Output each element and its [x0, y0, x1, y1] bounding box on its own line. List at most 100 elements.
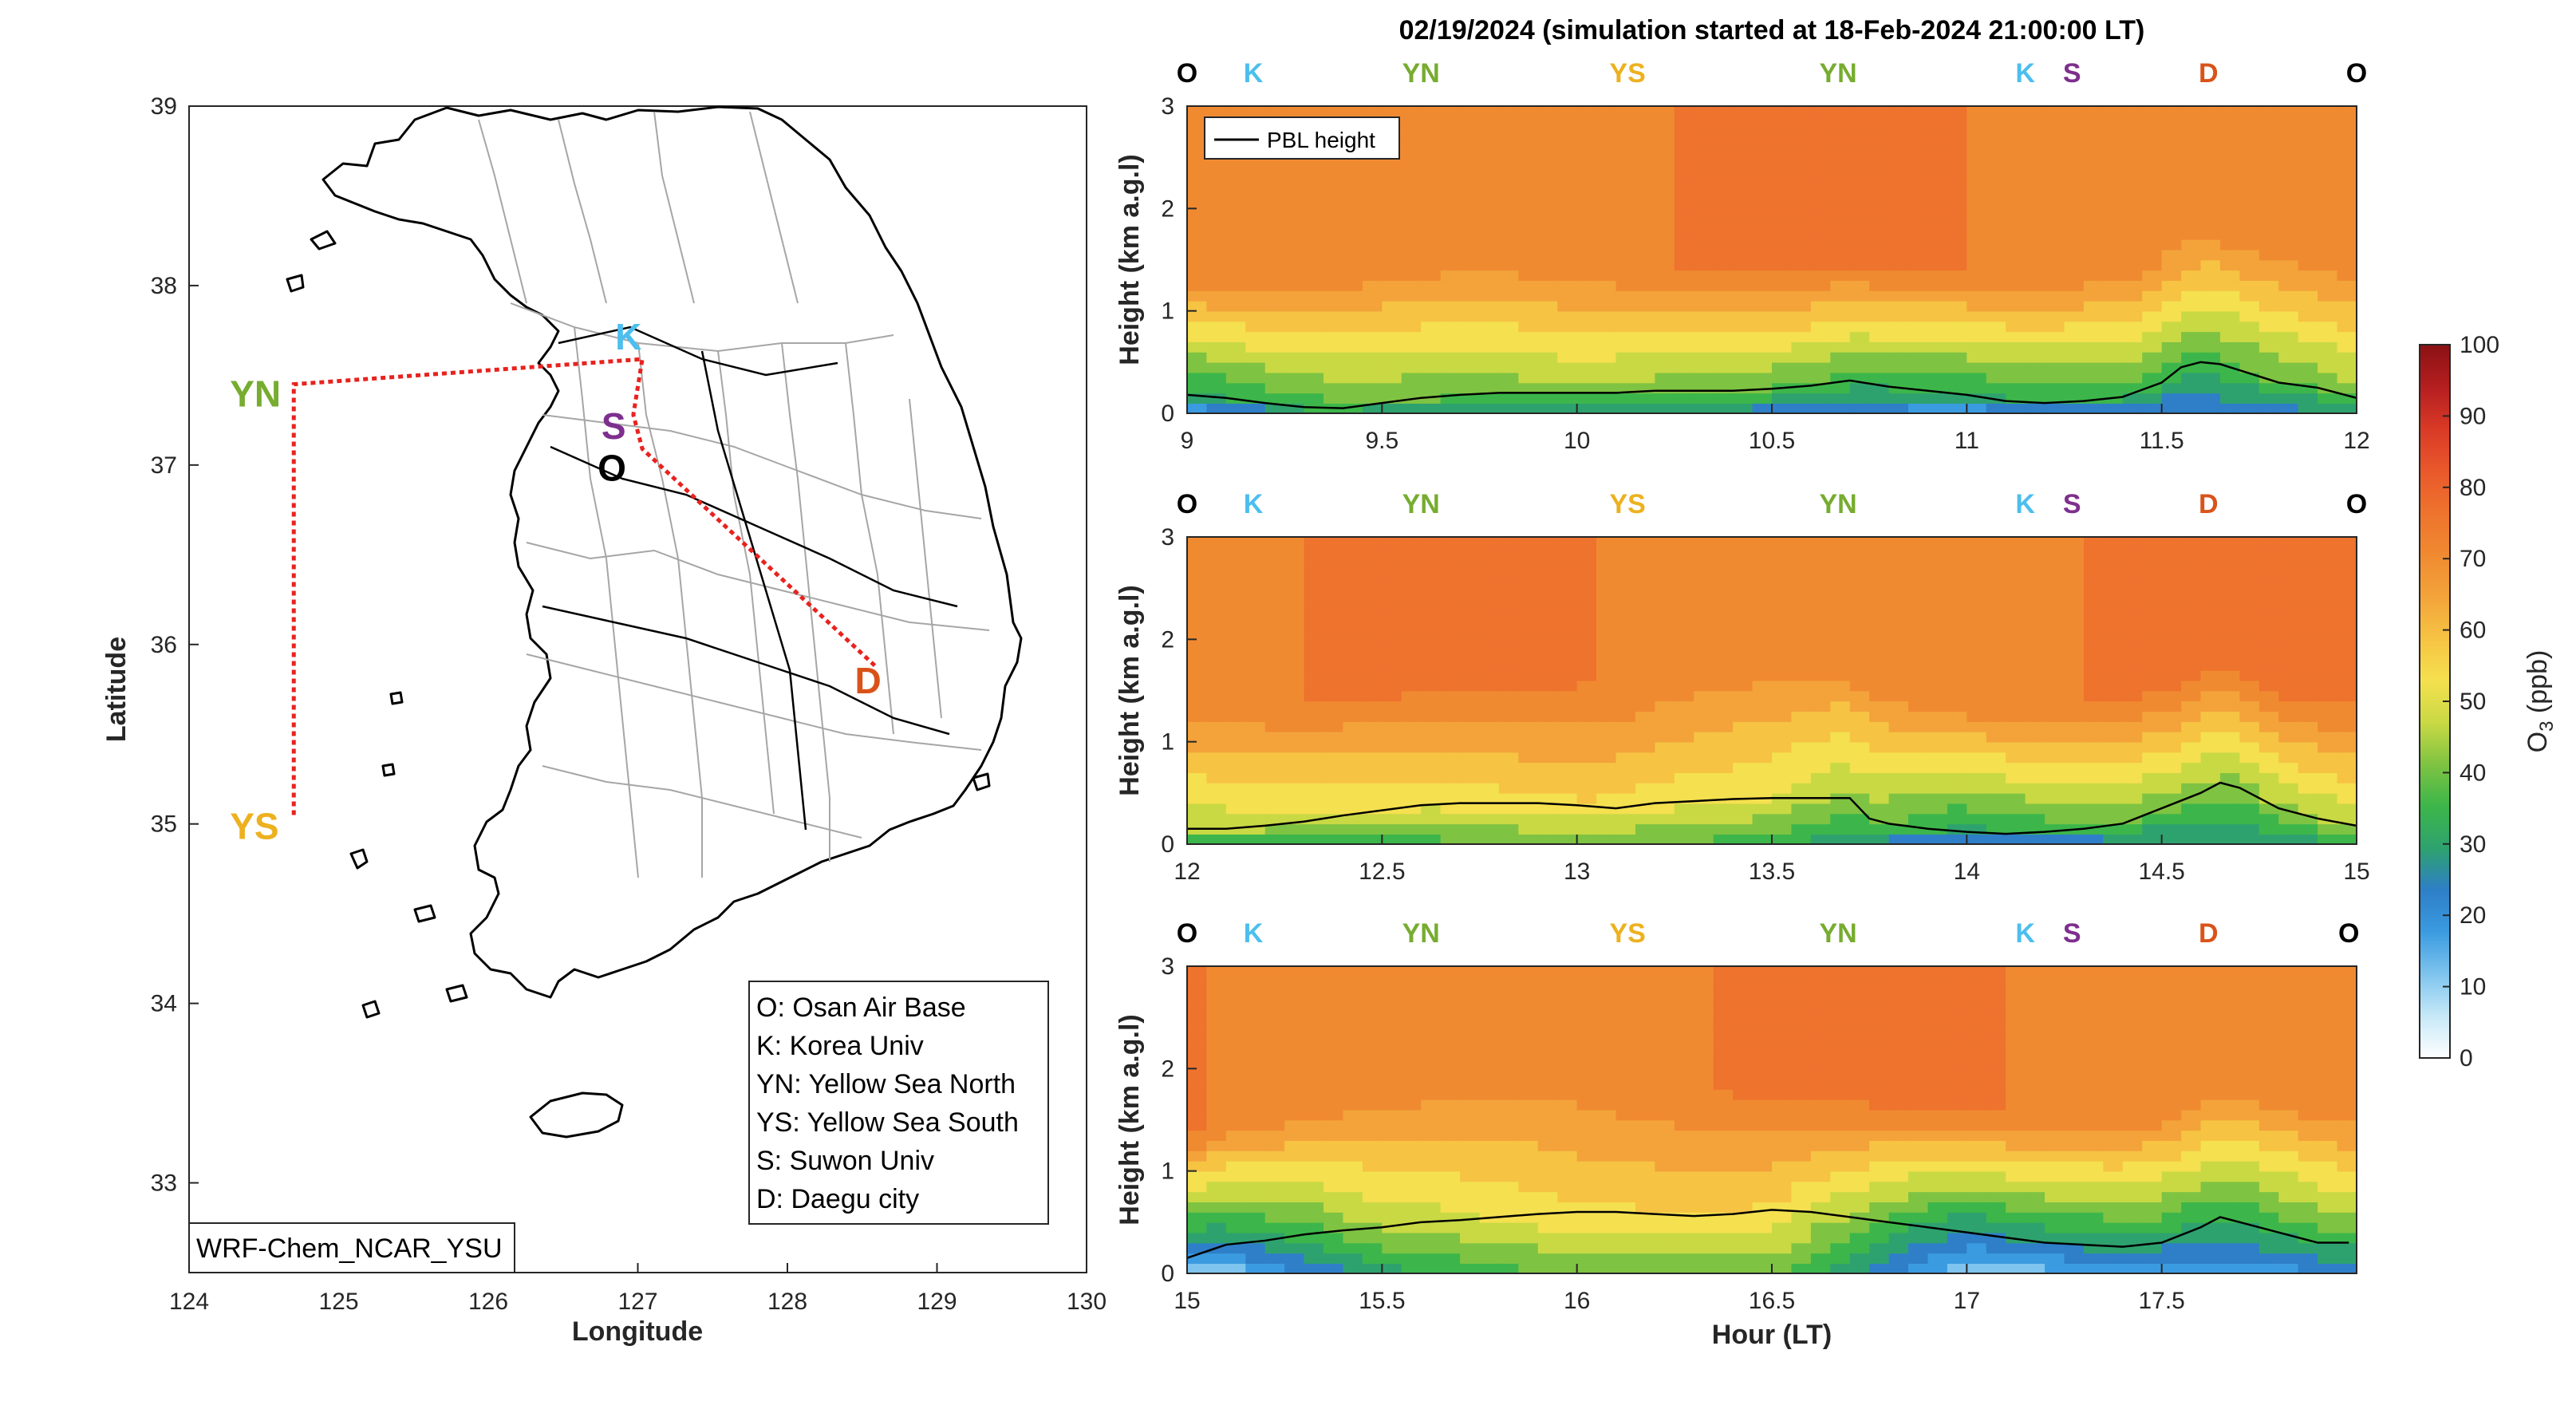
o3-cell — [1908, 1212, 1929, 1223]
o3-cell — [1869, 752, 1890, 764]
o3-cell — [1498, 1037, 1520, 1049]
o3-cell — [1986, 1202, 2006, 1213]
o3-cell — [1655, 1058, 1675, 1070]
o3-cell — [1986, 270, 2006, 281]
o3-cell — [2064, 660, 2085, 671]
o3-cell — [1635, 403, 1656, 413]
o3-cell — [1206, 177, 1227, 189]
o3-cell — [2239, 361, 2260, 373]
o3-cell — [1264, 1130, 1285, 1141]
o3-cell — [1362, 229, 1383, 240]
o3-cell — [1324, 280, 1344, 291]
o3-cell — [2298, 608, 2318, 620]
o3-cell — [1810, 608, 1832, 620]
o3-cell — [1888, 537, 1909, 548]
o3-cell — [1713, 690, 1734, 702]
o3-cell — [1479, 701, 1500, 712]
o3-cell — [1947, 310, 1968, 322]
o3-cell — [2278, 588, 2299, 599]
o3-cell — [1537, 177, 1559, 189]
o3-cell — [1694, 136, 1714, 148]
o3-cell — [1324, 762, 1344, 773]
o3-cell — [1206, 1191, 1227, 1202]
o3-cell — [1382, 701, 1402, 712]
o3-cell — [1655, 1089, 1675, 1100]
o3-cell — [1655, 1068, 1675, 1079]
o3-cell — [2083, 639, 2105, 650]
o3-cell — [2045, 187, 2065, 199]
o3-cell — [2258, 157, 2280, 168]
o3-cell — [1479, 1160, 1500, 1172]
o3-cell — [1576, 1253, 1597, 1264]
o3-cell — [1284, 219, 1305, 230]
o3-cell — [1245, 1017, 1266, 1028]
o3-cell — [1849, 1253, 1870, 1264]
o3-cell — [1733, 310, 1753, 322]
o3-cell — [1947, 1232, 1968, 1244]
o3-cell — [1694, 187, 1714, 199]
o3-cell — [1460, 361, 1481, 373]
o3-cell — [2142, 669, 2163, 681]
o3-cell — [1343, 372, 1363, 384]
o3-cell — [1304, 1212, 1324, 1223]
o3-cell — [2083, 680, 2105, 692]
o3-cell — [1615, 997, 1636, 1008]
o3-cell — [1733, 783, 1753, 794]
o3-cell — [1460, 731, 1481, 743]
o3-cell — [1187, 557, 1208, 569]
o3-cell — [1284, 1170, 1305, 1182]
o3-cell — [1343, 1263, 1363, 1273]
o3-cell — [1869, 588, 1890, 599]
o3-cell — [1655, 669, 1675, 681]
o3-cell — [1245, 588, 1266, 599]
o3-cell — [1576, 136, 1597, 148]
o3-cell — [1557, 598, 1578, 610]
o3-cell — [1440, 168, 1461, 179]
o3-cell — [1713, 270, 1734, 281]
o3-cell — [1401, 187, 1422, 199]
o3-cell — [2337, 106, 2357, 117]
o3-cell — [1304, 187, 1324, 199]
o3-cell — [1947, 567, 1968, 579]
o3-cell — [1733, 229, 1753, 240]
o3-cell — [1772, 721, 1793, 732]
o3-cell — [1615, 1140, 1636, 1151]
o3-cell — [1206, 361, 1227, 373]
o3-cell — [1401, 372, 1422, 384]
o3-cell — [1713, 1130, 1734, 1141]
o3-cell — [1362, 567, 1383, 579]
o3-cell — [1908, 321, 1929, 333]
o3-cell — [1927, 1079, 1948, 1090]
o3-cell — [1557, 1170, 1578, 1182]
o3-cell — [1225, 270, 1247, 281]
o3-cell — [1772, 300, 1793, 312]
o3-cell — [2337, 116, 2357, 128]
o3-cell — [1401, 157, 1422, 168]
o3-cell — [1460, 660, 1481, 671]
o3-cell — [1791, 270, 1812, 281]
o3-cell — [1440, 1079, 1461, 1090]
o3-cell — [1264, 1037, 1285, 1049]
o3-cell — [2278, 300, 2299, 312]
o3-cell — [1888, 147, 1909, 158]
o3-cell — [1927, 352, 1948, 363]
o3-cell — [2298, 352, 2318, 363]
o3-cell — [1421, 239, 1442, 251]
o3-cell — [1440, 772, 1461, 783]
o3-cell — [1908, 1232, 1929, 1244]
o3-cell — [1927, 608, 1948, 620]
o3-cell — [1791, 1181, 1812, 1193]
o3-cell — [2239, 547, 2260, 558]
o3-cell — [1401, 783, 1422, 794]
o3-cell — [1264, 701, 1285, 712]
o3-cell — [1791, 403, 1812, 413]
o3-cell — [1927, 711, 1948, 722]
o3-cell — [1537, 372, 1559, 384]
o3-cell — [1557, 219, 1578, 230]
o3-cell — [1927, 783, 1948, 794]
o3-cell — [1206, 157, 1227, 168]
o3-cell — [1596, 1079, 1617, 1090]
o3-cell — [1245, 772, 1266, 783]
o3-cell — [1947, 690, 1968, 702]
o3-cell — [1304, 1253, 1324, 1264]
